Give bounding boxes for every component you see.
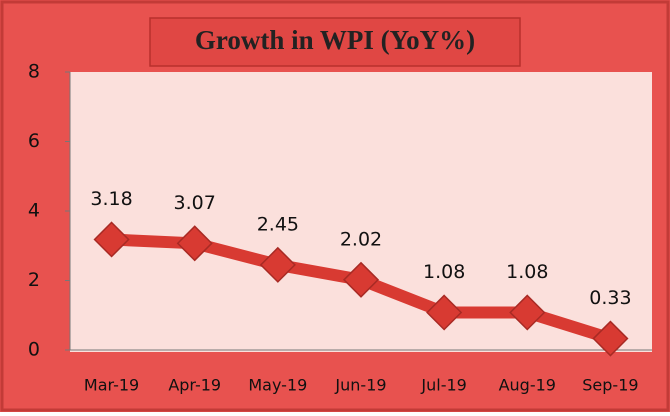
chart-title: Growth in WPI (YoY%) — [195, 25, 475, 55]
x-tick-label: Aug-19 — [499, 376, 556, 395]
data-label: 1.08 — [423, 261, 465, 283]
y-tick-label: 6 — [28, 130, 40, 152]
data-label: 2.45 — [257, 213, 299, 235]
title-box — [149, 17, 521, 67]
plot-area — [70, 72, 652, 352]
x-tick-label: May-19 — [248, 376, 307, 395]
marker — [426, 294, 463, 331]
data-label: 1.08 — [506, 261, 548, 283]
marker — [93, 221, 130, 258]
x-tick-label: Sep-19 — [582, 376, 638, 395]
marker — [592, 320, 629, 357]
y-tick-label: 4 — [28, 200, 40, 222]
y-tick-label: 2 — [28, 269, 40, 291]
x-tick-label: Apr-19 — [168, 376, 221, 395]
y-tick-label: 8 — [28, 61, 40, 83]
data-label: 2.02 — [340, 228, 382, 250]
data-label: 3.18 — [90, 188, 132, 210]
data-label: 0.33 — [589, 287, 631, 309]
x-tick-label: Mar-19 — [84, 376, 139, 395]
marker — [342, 261, 380, 298]
marker — [509, 294, 546, 331]
marker — [259, 246, 296, 283]
x-tick-label: Jul-19 — [420, 376, 466, 395]
marker — [176, 225, 213, 262]
y-tick-label: 0 — [28, 339, 40, 361]
x-tick-label: Jun-19 — [334, 376, 386, 395]
data-label: 3.07 — [174, 192, 216, 214]
